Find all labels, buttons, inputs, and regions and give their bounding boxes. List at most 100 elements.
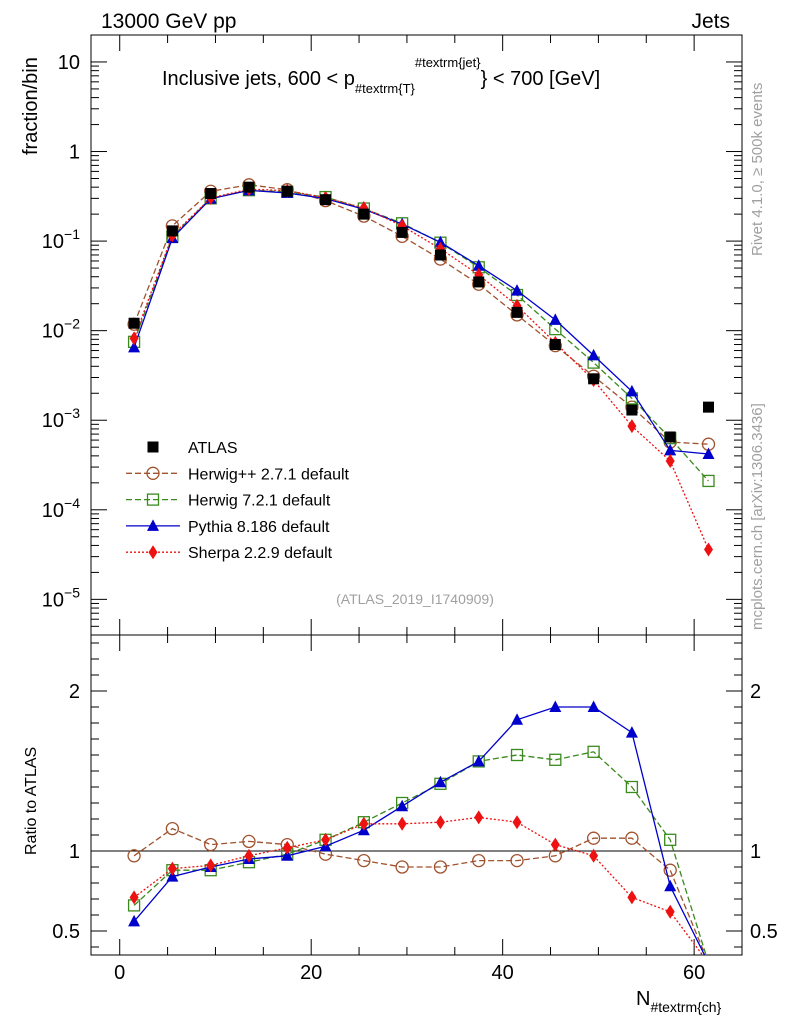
series-layer bbox=[127, 178, 716, 955]
legend-marker-atlas bbox=[147, 441, 159, 453]
ratio-point-pythia-8-186-default bbox=[434, 775, 447, 788]
ratio-line-pythia-8-186-default bbox=[133, 706, 706, 955]
ratio-line-sherpa-2-2-9-default bbox=[133, 816, 704, 955]
legend-label-atlas: ATLAS bbox=[188, 440, 238, 457]
ratio-point-herwig-2-7-1-default bbox=[127, 849, 141, 863]
data-point-atlas bbox=[664, 431, 676, 443]
rivet-label: Rivet 4.1.0, ≥ 500k events bbox=[749, 83, 766, 256]
legend-label-sherpa-2-2-9-default: Sherpa 2.2.9 default bbox=[188, 545, 333, 562]
x-tick-label: 0 bbox=[114, 962, 125, 984]
y-tick-label: 10−4 bbox=[42, 495, 80, 522]
ratio-point-pythia-8-186-default bbox=[625, 726, 638, 738]
ratio-tick-label-left: 1 bbox=[69, 841, 80, 863]
analysis-tag: (ATLAS_2019_I1740909) bbox=[336, 591, 494, 607]
legend-label-pythia-8-186-default: Pythia 8.186 default bbox=[188, 519, 330, 536]
ratio-point-sherpa-2-2-9-default bbox=[397, 816, 407, 831]
ratio-point-sherpa-2-2-9-default bbox=[474, 810, 484, 825]
main-series-group bbox=[127, 178, 716, 557]
y-tick-label: 10 bbox=[58, 52, 80, 74]
ratio-point-herwig-7-2-1-default bbox=[587, 745, 600, 758]
data-point-atlas bbox=[205, 187, 217, 199]
ratio-point-pythia-8-186-default bbox=[511, 713, 524, 725]
ratio-tick-label-right: 2 bbox=[750, 681, 761, 703]
ratio-ylabel: Ratio to ATLAS bbox=[23, 747, 40, 855]
ratio-point-herwig-2-7-1-default bbox=[663, 863, 677, 877]
y-tick-label: 10−2 bbox=[42, 316, 80, 343]
ratio-point-pythia-8-186-default bbox=[549, 700, 562, 712]
data-point-pythia-8-186-default bbox=[128, 340, 141, 353]
ratio-line-herwig-7-2-1-default bbox=[133, 751, 707, 955]
ratio-point-pythia-8-186-default bbox=[128, 914, 141, 927]
legend-marker-herwig-7-2-1-default bbox=[146, 493, 160, 506]
ratio-tick-label-right: 1 bbox=[750, 841, 761, 863]
ratio-point-pythia-8-186-default bbox=[587, 700, 600, 712]
ratio-point-herwig-7-2-1-default bbox=[625, 780, 639, 794]
data-point-sherpa-2-2-9-default bbox=[627, 419, 637, 434]
ratio-point-sherpa-2-2-9-default bbox=[589, 848, 599, 863]
ratio-point-herwig-7-2-1-default bbox=[549, 753, 562, 766]
data-point-sherpa-2-2-9-default bbox=[703, 542, 713, 557]
ratio-point-herwig-2-7-1-default bbox=[472, 853, 486, 868]
ratio-point-sherpa-2-2-9-default bbox=[627, 890, 637, 905]
mcplots-label: mcplots.cern.ch [arXiv:1306.3436] bbox=[749, 403, 766, 630]
ratio-point-herwig-7-2-1-default bbox=[664, 833, 677, 846]
legend-marker-herwig-2-7-1-default bbox=[146, 466, 160, 480]
series-line-pythia-8-186-default bbox=[133, 189, 709, 455]
ratio-point-pythia-8-186-default bbox=[281, 849, 294, 861]
data-point-atlas bbox=[434, 249, 446, 261]
legend-marker-sherpa-2-2-9-default bbox=[148, 545, 158, 560]
x-axis-label: N#textrm{ch} bbox=[636, 988, 722, 1015]
data-point-atlas bbox=[281, 185, 293, 197]
ratio-point-herwig-7-2-1-default bbox=[510, 748, 524, 762]
data-point-pythia-8-186-default bbox=[434, 235, 447, 248]
chart-title: Inclusive jets, 600 < p#textrm{T}#textrm… bbox=[162, 55, 600, 96]
ratio-point-sherpa-2-2-9-default bbox=[359, 816, 369, 831]
data-point-pythia-8-186-default bbox=[587, 348, 600, 361]
ratio-tick-label-left: 0.5 bbox=[52, 921, 80, 943]
ratio-point-herwig-2-7-1-default bbox=[625, 831, 639, 845]
ratio-point-sherpa-2-2-9-default bbox=[244, 848, 254, 863]
legend-label-herwig-2-7-1-default: Herwig++ 2.7.1 default bbox=[188, 466, 350, 483]
series-line-sherpa-2-2-9-default bbox=[133, 188, 710, 550]
data-point-pythia-8-186-default bbox=[702, 447, 715, 459]
y-tick-label: 10−5 bbox=[42, 584, 80, 611]
data-point-atlas bbox=[396, 226, 408, 238]
data-point-pythia-8-186-default bbox=[664, 443, 677, 456]
ratio-point-sherpa-2-2-9-default bbox=[512, 815, 522, 830]
data-point-atlas bbox=[320, 194, 332, 206]
x-tick-label: 40 bbox=[492, 962, 514, 984]
x-tick-label: 60 bbox=[683, 962, 705, 984]
x-axis: 0 20 40 60 bbox=[114, 35, 705, 984]
data-point-atlas bbox=[166, 225, 178, 237]
ratio-point-herwig-2-7-1-default bbox=[433, 860, 448, 874]
data-point-atlas bbox=[549, 339, 561, 351]
ratio-point-herwig-2-7-1-default bbox=[242, 834, 256, 849]
legend-marker-pythia-8-186-default bbox=[147, 519, 159, 531]
ratio-line-herwig-2-7-1-default bbox=[133, 827, 706, 955]
legend: ATLAS Herwig++ 2.7.1 default Herwig 7.2.1 … bbox=[126, 440, 350, 562]
x-tick-label: 20 bbox=[300, 962, 322, 984]
data-point-atlas bbox=[243, 181, 255, 193]
data-point-atlas bbox=[588, 373, 600, 385]
ratio-tick-label-right: 0.5 bbox=[750, 921, 778, 943]
ratio-point-sherpa-2-2-9-default bbox=[206, 858, 216, 873]
data-point-sherpa-2-2-9-default bbox=[665, 454, 675, 469]
series-line-herwig-2-7-1-default bbox=[133, 184, 709, 445]
y-tick-label: 10−1 bbox=[42, 226, 80, 253]
data-point-pythia-8-186-default bbox=[625, 384, 638, 397]
ratio-point-sherpa-2-2-9-default bbox=[129, 890, 139, 905]
ratio-point-sherpa-2-2-9-default bbox=[282, 840, 292, 855]
data-point-atlas bbox=[358, 208, 370, 220]
data-point-sherpa-2-2-9-default bbox=[129, 331, 139, 346]
ratio-point-herwig-2-7-1-default bbox=[357, 853, 371, 868]
data-point-atlas bbox=[128, 317, 140, 329]
ratio-point-herwig-2-7-1-default bbox=[395, 860, 409, 874]
ratio-point-herwig-2-7-1-default bbox=[204, 837, 218, 852]
ratio-series-group bbox=[127, 700, 707, 955]
ratio-point-herwig-2-7-1-default bbox=[586, 831, 601, 845]
data-point-atlas bbox=[626, 404, 638, 416]
ratio-point-sherpa-2-2-9-default bbox=[550, 837, 560, 852]
ratio-point-pythia-8-186-default bbox=[664, 879, 677, 892]
ratio-point-herwig-2-7-1-default bbox=[510, 853, 524, 868]
y-tick-label: 10−3 bbox=[42, 405, 80, 432]
